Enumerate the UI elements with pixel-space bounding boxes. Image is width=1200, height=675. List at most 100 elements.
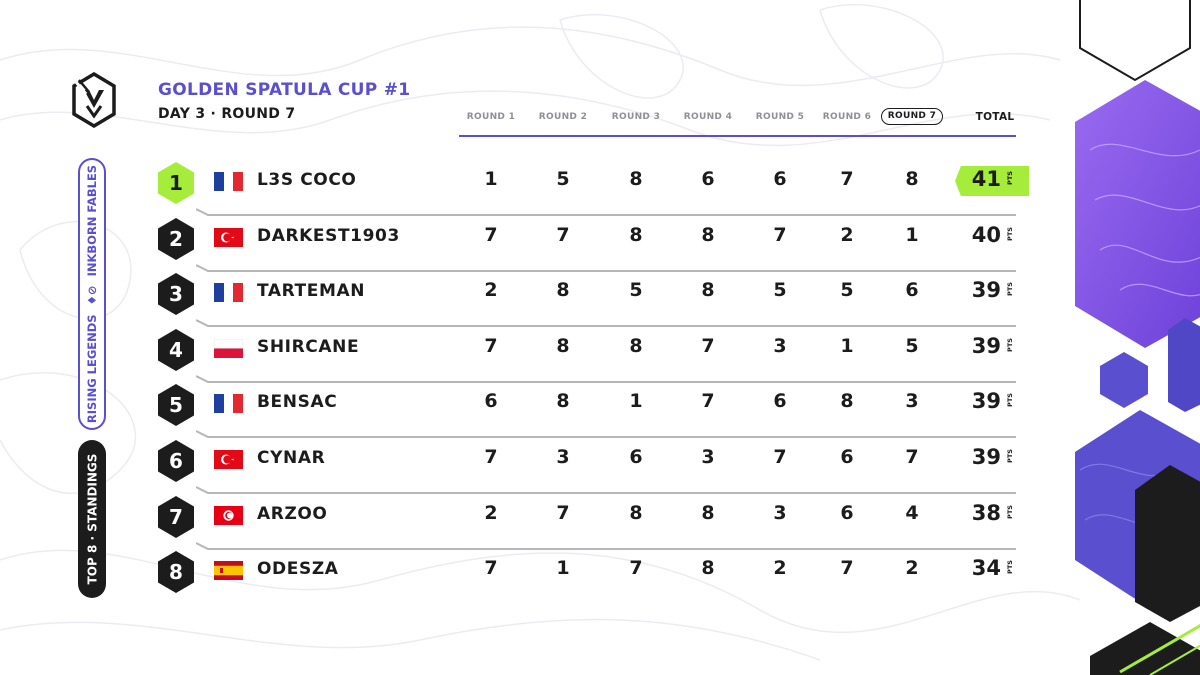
player-name: ODESZA [257,559,339,580]
round-5-placement: 2 [773,557,787,580]
table-header: ROUND 1 ROUND 2 ROUND 3 ROUND 4 ROUND 5 ROUND… [0,108,1200,128]
hexagon-badge-icon [158,273,194,316]
pts-label: PTS [1006,171,1015,185]
round-3-placement: 1 [629,390,643,413]
player-name: L3S COCO [257,170,357,190]
round-4-placement: 8 [701,557,715,580]
round-3-placement: 8 [629,223,643,246]
round-2-placement: 7 [556,501,570,524]
tunisia-flag-icon [214,505,243,525]
standings-row: 2 DARKEST1903 7 7 8 8 7 2 1 40 PTS [0,209,1200,272]
total-value: 41 [971,167,1001,191]
round-4-placement: 8 [701,223,715,246]
round-7-placement: 8 [905,168,919,190]
rank-number: 8 [169,560,183,585]
rank-number: 1 [169,171,183,195]
hexagon-badge-icon [158,440,194,482]
round-6-placement: 2 [840,223,854,246]
header-round-6: ROUND 6 [822,112,872,122]
pts-label: PTS [1006,504,1015,519]
header-round-5: ROUND 5 [755,112,805,122]
tournament-logo-icon [72,72,116,128]
round-4-placement: 8 [701,501,715,524]
round-5-placement: 7 [773,446,787,468]
round-3-placement: 7 [629,557,643,580]
rank-badge: 1 [156,161,196,205]
total-points: 39 PTS [955,333,1029,363]
round-7-placement: 6 [905,279,919,302]
round-4-placement: 8 [701,279,715,302]
turkey-flag-icon [214,450,243,469]
header-round-7: ROUND 7 [881,108,943,125]
round-4-placement: 7 [701,334,715,357]
france-flag-icon [214,394,243,414]
round-1-placement: 7 [484,557,498,580]
rank-number: 7 [169,504,183,529]
rank-badge: 8 [156,550,196,594]
round-4-placement: 7 [701,390,715,413]
france-flag-icon [214,172,243,191]
round-6-placement: 8 [840,390,854,413]
total-value: 39 [971,389,1001,414]
round-7-placement: 3 [905,390,919,413]
hexagon-badge-icon [158,551,194,594]
standings-row: 6 CYNAR 7 3 6 3 7 6 7 39 PTS [0,431,1200,494]
round-1-placement: 2 [484,501,498,524]
round-6-placement: 5 [840,279,854,302]
standings-row: 8 ODESZA 7 1 7 8 2 7 2 34 PTS [0,542,1200,598]
round-3-placement: 5 [629,279,643,302]
round-2-placement: 8 [556,390,570,413]
total-value: 40 [971,222,1001,247]
spain-flag-icon [214,561,243,581]
event-subtitle: DAY 3 · ROUND 7 [158,106,296,122]
event-title: GOLDEN SPATULA CUP #1 [158,80,411,100]
rank-number: 2 [169,226,183,251]
round-7-placement: 7 [905,446,919,468]
total-points: 38 PTS [955,500,1029,530]
player-name: CYNAR [257,448,326,468]
rank-number: 3 [169,282,183,307]
round-2-placement: 7 [556,223,570,246]
total-points: 40 PTS [955,222,1029,252]
round-2-placement: 8 [556,334,570,357]
rank-badge: 6 [156,439,196,483]
row-divider [196,374,1016,383]
round-7-placement: 4 [905,501,919,524]
hexagon-badge-icon [158,162,194,204]
player-name: TARTEMAN [257,281,366,302]
row-divider [196,208,1016,216]
standings-row: 5 BENSAC 6 8 1 7 6 8 3 39 PTS [0,375,1200,439]
rank-badge: 2 [156,217,196,261]
standings-row: 4 SHIRCANE 7 8 8 7 3 1 5 39 PTS [0,320,1200,383]
round-3-placement: 8 [629,334,643,357]
total-value: 39 [971,445,1001,469]
pts-label: PTS [1006,449,1015,463]
round-5-placement: 3 [773,501,787,524]
round-6-placement: 1 [840,334,854,357]
header-total: TOTAL [975,111,1015,123]
total-points: 41 PTS [955,166,1029,196]
header-round-1: ROUND 1 [466,112,516,122]
round-2-placement: 1 [556,557,570,580]
rank-badge: 5 [156,383,196,427]
round-5-placement: 6 [773,390,787,413]
header-divider [459,135,1016,137]
standings-row: 1 L3S COCO 1 5 8 6 6 7 8 41 PTS [0,153,1200,216]
round-3-placement: 6 [629,446,643,468]
round-7-placement: 1 [905,223,919,246]
standings-row: 3 TARTEMAN 2 8 5 8 5 5 6 39 PTS [0,264,1200,328]
pts-label: PTS [1006,226,1015,241]
round-5-placement: 7 [773,223,787,246]
round-6-placement: 6 [840,501,854,524]
round-1-placement: 2 [484,279,498,302]
hexagon-badge-icon [158,328,194,371]
poland-flag-icon [214,338,243,358]
row-divider [196,541,1016,550]
game-labels-pill: RISING LEGENDS ♦⊘ INKBORN FABLES [78,158,106,430]
row-divider [196,319,1016,328]
round-5-placement: 3 [773,334,787,357]
rank-number: 4 [169,337,183,362]
round-4-placement: 6 [701,168,715,190]
total-value: 39 [971,278,1001,303]
round-1-placement: 1 [484,168,498,190]
